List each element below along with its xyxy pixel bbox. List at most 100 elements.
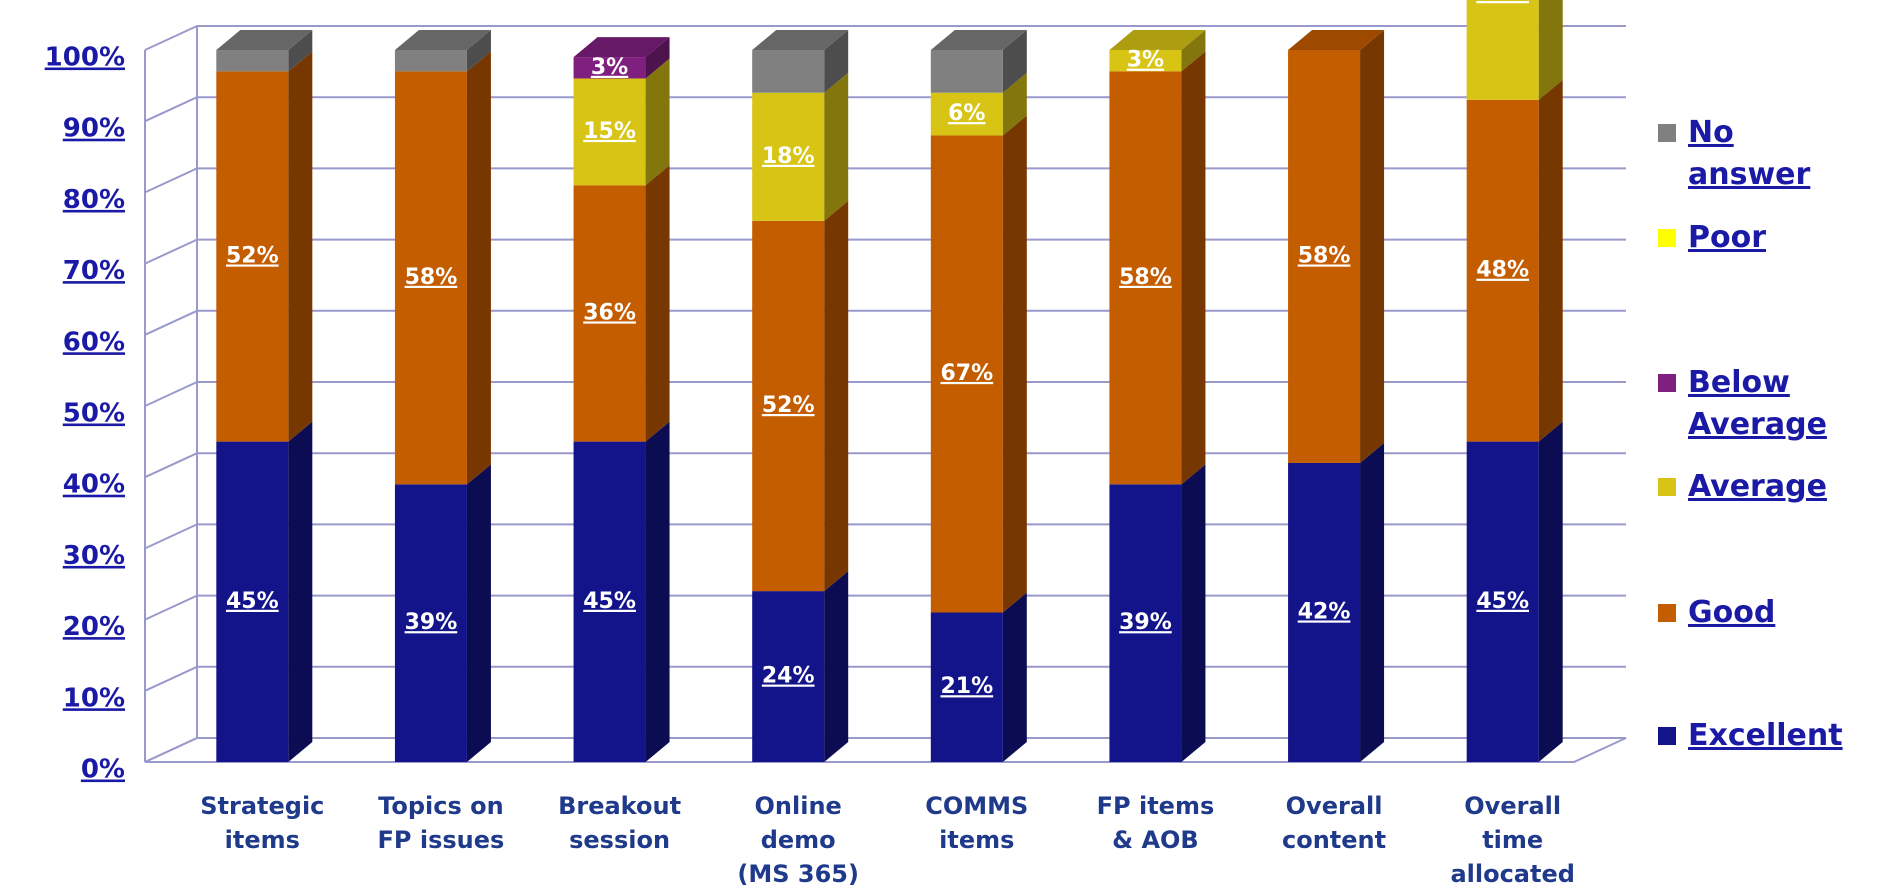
bar-side: [645, 421, 670, 762]
grid-diagonal: [144, 737, 198, 763]
bar-side: [288, 30, 313, 72]
bar-segment: [930, 135, 1003, 613]
legend-swatch: [1658, 229, 1676, 247]
bar-side: [1002, 72, 1027, 136]
bar-segment: [216, 441, 289, 762]
bar-top: [930, 30, 1027, 50]
y-tick-label: 80%: [63, 185, 125, 215]
data-label: 3%: [591, 55, 628, 80]
grid-diagonal: [144, 665, 198, 692]
bar-side: [466, 464, 491, 762]
bar-side: [645, 58, 670, 186]
bar-side: [288, 421, 313, 762]
x-tick-label: Overall content: [1282, 792, 1386, 854]
bar-side: [824, 571, 849, 762]
y-tick-label: 0%: [81, 755, 125, 785]
bar-side: [1002, 115, 1027, 613]
bar-side: [466, 51, 491, 485]
grid-diagonal: [144, 381, 198, 407]
data-label: 45%: [226, 589, 279, 614]
legend-swatch: [1658, 478, 1676, 496]
bar-side: [824, 200, 849, 592]
bar-segment: [1109, 484, 1182, 762]
x-tick-label: FP items & AOB: [1097, 792, 1215, 854]
data-label: 24%: [762, 664, 815, 689]
data-label: 6%: [948, 101, 985, 126]
data-label: 18%: [762, 144, 815, 169]
bar-side: [1181, 464, 1206, 762]
bar-segment: [1288, 462, 1361, 762]
bar-top: [394, 30, 491, 50]
legend-label: Average: [1688, 469, 1827, 504]
y-tick-label: 70%: [63, 256, 125, 286]
data-label: 48%: [1476, 258, 1529, 283]
data-label: 39%: [1119, 610, 1172, 635]
legend-label: Below Average: [1688, 365, 1827, 442]
legend-swatch: [1658, 374, 1676, 392]
grid-diagonal: [144, 238, 198, 265]
bar-segment: [930, 612, 1003, 762]
bar-segment: [216, 50, 289, 72]
y-tick-label: 90%: [63, 114, 125, 144]
bar-side: [288, 51, 313, 442]
bar-segment: [573, 78, 646, 186]
y-tick-label: 60%: [63, 327, 125, 357]
bar-segment: [216, 71, 289, 442]
y-tick-label: 40%: [63, 470, 125, 500]
bar-side: [1538, 79, 1563, 442]
grid-diagonal: [144, 25, 198, 51]
legend-label: Good: [1688, 595, 1775, 630]
legend-swatch: [1658, 727, 1676, 745]
data-label: 45%: [583, 589, 636, 614]
bar-segment: [394, 71, 467, 485]
legend-swatch: [1658, 604, 1676, 622]
grid-diagonal: [144, 594, 198, 621]
bar-segment: [930, 92, 1003, 136]
legend-swatch: [1658, 124, 1676, 142]
y-tick-label: 50%: [63, 399, 125, 429]
bar-top: [573, 37, 670, 58]
bar-segment: [752, 591, 825, 762]
data-label: 58%: [1298, 243, 1351, 268]
bar-segment: [930, 50, 1003, 93]
bar-top: [1109, 30, 1206, 50]
data-label: 3%: [1127, 48, 1164, 73]
x-tick-label: Overall time allocated: [1450, 792, 1575, 888]
data-label: 42%: [1298, 599, 1351, 624]
y-tick-label: 20%: [63, 612, 125, 642]
bar-side: [1360, 30, 1385, 463]
x-tick-label: Strategic items: [200, 792, 324, 854]
bar-segment: [573, 441, 646, 762]
bar-side: [1181, 30, 1206, 72]
bar-side: [466, 30, 491, 72]
bar-side: [824, 30, 849, 93]
bar-side: [645, 165, 670, 442]
data-label: 15%: [583, 119, 636, 144]
grid-diagonal: [144, 96, 198, 123]
data-label: 36%: [583, 300, 636, 325]
bar-side: [824, 72, 849, 221]
data-label: 52%: [226, 243, 279, 268]
bar-segment: [1109, 50, 1182, 72]
y-tick-label: 10%: [63, 683, 125, 713]
x-tick-label: Topics on FP issues: [378, 792, 505, 854]
bar-segment: [573, 185, 646, 442]
data-label: 30%: [1476, 0, 1529, 5]
grid-diagonal: [144, 452, 198, 479]
bar-segment: [1288, 50, 1361, 463]
bar-side: [1002, 592, 1027, 762]
bar-segment: [1109, 71, 1182, 485]
bar-top: [1288, 30, 1385, 50]
x-tick-label: Breakout session: [558, 792, 681, 854]
data-label: 45%: [1476, 589, 1529, 614]
x-tick-label: COMMS items: [925, 792, 1028, 854]
floor: [144, 737, 1627, 763]
bar-side: [1360, 442, 1385, 762]
bar-top: [752, 30, 849, 50]
y-tick-label: 30%: [63, 541, 125, 571]
grid-diagonal: [144, 309, 198, 336]
legend-label: No answer: [1688, 115, 1811, 192]
bar-segment: [1466, 99, 1539, 442]
data-label: 52%: [762, 393, 815, 418]
